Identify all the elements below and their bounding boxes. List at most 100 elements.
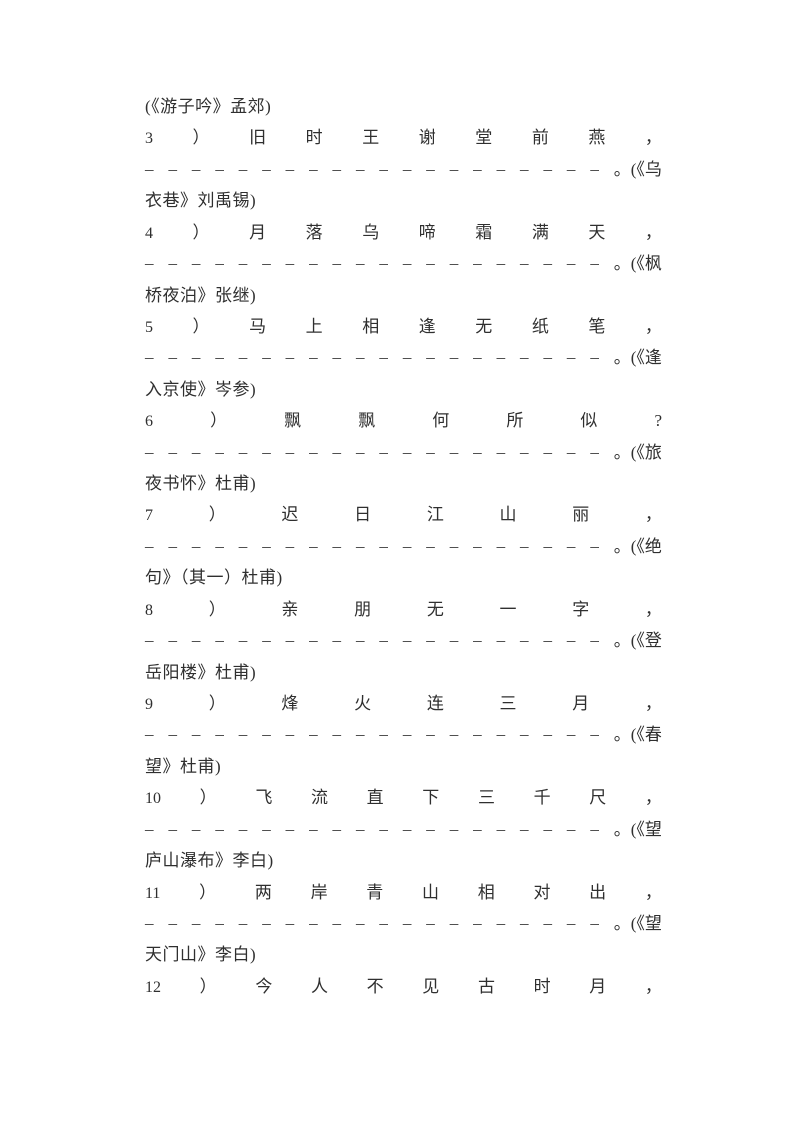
blank-dash: _ bbox=[168, 436, 177, 456]
blank-dash: _ bbox=[215, 530, 224, 550]
blank-dash: _ bbox=[566, 436, 576, 456]
blank-dash: _ bbox=[238, 625, 248, 645]
blank-dash: _ bbox=[402, 907, 412, 927]
blank-dash: _ bbox=[402, 436, 412, 456]
verse-end-punct: ， bbox=[644, 505, 662, 525]
blank-dash: _ bbox=[191, 342, 201, 362]
blank-dash: _ bbox=[590, 248, 599, 268]
entry-number: 11 bbox=[145, 884, 161, 902]
blank-dash: _ bbox=[449, 813, 459, 833]
source-continuation-line: 句》（其一）杜甫) bbox=[145, 568, 283, 588]
blank-dash: _ bbox=[566, 907, 576, 927]
blank-dash: _ bbox=[168, 248, 177, 268]
blank-tail-source-start: 。(《登 bbox=[613, 631, 662, 651]
blank-line: _ _ _ _ _ _ _ _ _ _ _ _ _ _ _ _ _ _ _ _ 。(《枫 bbox=[145, 248, 662, 279]
blank-dash: _ bbox=[309, 436, 318, 456]
blank-dash: _ bbox=[473, 342, 482, 362]
entry-paren: ） bbox=[192, 222, 210, 242]
blank-dash: _ bbox=[496, 248, 506, 268]
verse-line: 10 ） 飞 流 直 下 三 千 尺 ， bbox=[145, 782, 662, 813]
blank-tail-source-start: 。(《枫 bbox=[613, 254, 662, 274]
entry-paren: ） bbox=[199, 976, 217, 996]
verse-char: 相 bbox=[362, 316, 380, 336]
blank-dash: _ bbox=[309, 907, 318, 927]
blank-dash: _ bbox=[473, 625, 482, 645]
blank-dash: _ bbox=[449, 248, 459, 268]
verse-char: 飘 bbox=[284, 411, 302, 431]
source-continuation-line: 桥夜泊》张继) bbox=[145, 285, 257, 305]
blank-dash: _ bbox=[566, 530, 576, 550]
blank-dash: _ bbox=[191, 719, 201, 739]
blank-dash: _ bbox=[520, 625, 529, 645]
blank-dash: _ bbox=[543, 625, 552, 645]
entry-number: 12 bbox=[145, 978, 161, 996]
verse-char: 时 bbox=[305, 128, 323, 148]
blank-dash: _ bbox=[543, 530, 552, 550]
blank-dash: _ bbox=[238, 813, 248, 833]
blank-dash: _ bbox=[590, 625, 599, 645]
blank-dash: _ bbox=[332, 342, 342, 362]
blank-line: _ _ _ _ _ _ _ _ _ _ _ _ _ _ _ _ _ _ _ _ 。(《登 bbox=[145, 625, 662, 656]
blank-dash: _ bbox=[215, 436, 224, 456]
entry-number: 3 bbox=[145, 130, 153, 148]
blank-dash: _ bbox=[566, 248, 576, 268]
blank-dash: _ bbox=[285, 907, 295, 927]
blank-dash: _ bbox=[449, 719, 459, 739]
blank-dash: _ bbox=[496, 907, 506, 927]
verse-char: 飞 bbox=[255, 788, 273, 808]
verse-line: 9 ） 烽 火 连 三 月 ， bbox=[145, 688, 662, 719]
blank-dash: _ bbox=[379, 530, 388, 550]
blank-dash: _ bbox=[496, 625, 506, 645]
verse-line: 7 ） 迟 日 江 山 丽 ， bbox=[145, 499, 662, 530]
verse-char: 亲 bbox=[281, 599, 299, 619]
blank-dash: _ bbox=[355, 153, 365, 173]
blank-dash: _ bbox=[332, 625, 342, 645]
document-content: (《游子吟》孟郊) 3）旧时王谢堂前燕， _ _ _ _ _ _ _ _ _ _ _ _ _ _ _ _ _ _ _ _… bbox=[145, 91, 662, 1002]
blank-dash: _ bbox=[590, 907, 599, 927]
blank-dash: _ bbox=[238, 436, 248, 456]
blank-tail-source-start: 。(《望 bbox=[613, 913, 662, 933]
verse-char: 何 bbox=[432, 411, 450, 431]
blank-dash: _ bbox=[168, 719, 177, 739]
verse-end-punct: ， bbox=[644, 128, 662, 148]
blank-dash: _ bbox=[590, 153, 599, 173]
verse-char: 前 bbox=[531, 128, 549, 148]
blank-dash: _ bbox=[402, 813, 412, 833]
blank-dash: _ bbox=[168, 153, 177, 173]
blank-dash: _ bbox=[145, 248, 154, 268]
blank-dash: _ bbox=[473, 719, 482, 739]
entry-paren: ） bbox=[208, 694, 226, 714]
blank-tail-source-start: 。(《绝 bbox=[613, 536, 662, 556]
verse-char: 霜 bbox=[475, 222, 493, 242]
blank-dash: _ bbox=[496, 813, 506, 833]
verse-char: 相 bbox=[477, 882, 495, 902]
blank-dash: _ bbox=[520, 907, 529, 927]
verse-char: 流 bbox=[310, 788, 328, 808]
verse-char: 见 bbox=[422, 976, 440, 996]
verse-line: 12 ） 今 人 不 见 古 时 月 ， bbox=[145, 971, 662, 1002]
blank-dash: _ bbox=[285, 436, 295, 456]
verse-char: 旧 bbox=[249, 128, 267, 148]
verse-char: 笔 bbox=[588, 316, 606, 336]
verse-end-punct: ， bbox=[644, 599, 662, 619]
blank-dash: _ bbox=[543, 248, 552, 268]
verse-end-punct: ， bbox=[644, 694, 662, 714]
blank-dash: _ bbox=[262, 719, 271, 739]
blank-dash: _ bbox=[496, 530, 506, 550]
blank-tail-source-start: 。(《旅 bbox=[613, 442, 662, 462]
blank-dash: _ bbox=[215, 342, 224, 362]
blank-dash: _ bbox=[379, 625, 388, 645]
entry-paren: ） bbox=[199, 882, 217, 902]
blank-dash: _ bbox=[332, 719, 342, 739]
verse-char: 堂 bbox=[475, 128, 493, 148]
blank-dash: _ bbox=[215, 248, 224, 268]
blank-dash: _ bbox=[426, 342, 435, 362]
entry-number: 4 bbox=[145, 224, 153, 242]
blank-dash: _ bbox=[449, 625, 459, 645]
blank-dash: _ bbox=[566, 153, 576, 173]
blank-dash: _ bbox=[145, 907, 154, 927]
blank-dash: _ bbox=[309, 719, 318, 739]
blank-dash: _ bbox=[426, 625, 435, 645]
verse-char: 朋 bbox=[354, 599, 372, 619]
verse-end-punct: ， bbox=[644, 976, 662, 996]
